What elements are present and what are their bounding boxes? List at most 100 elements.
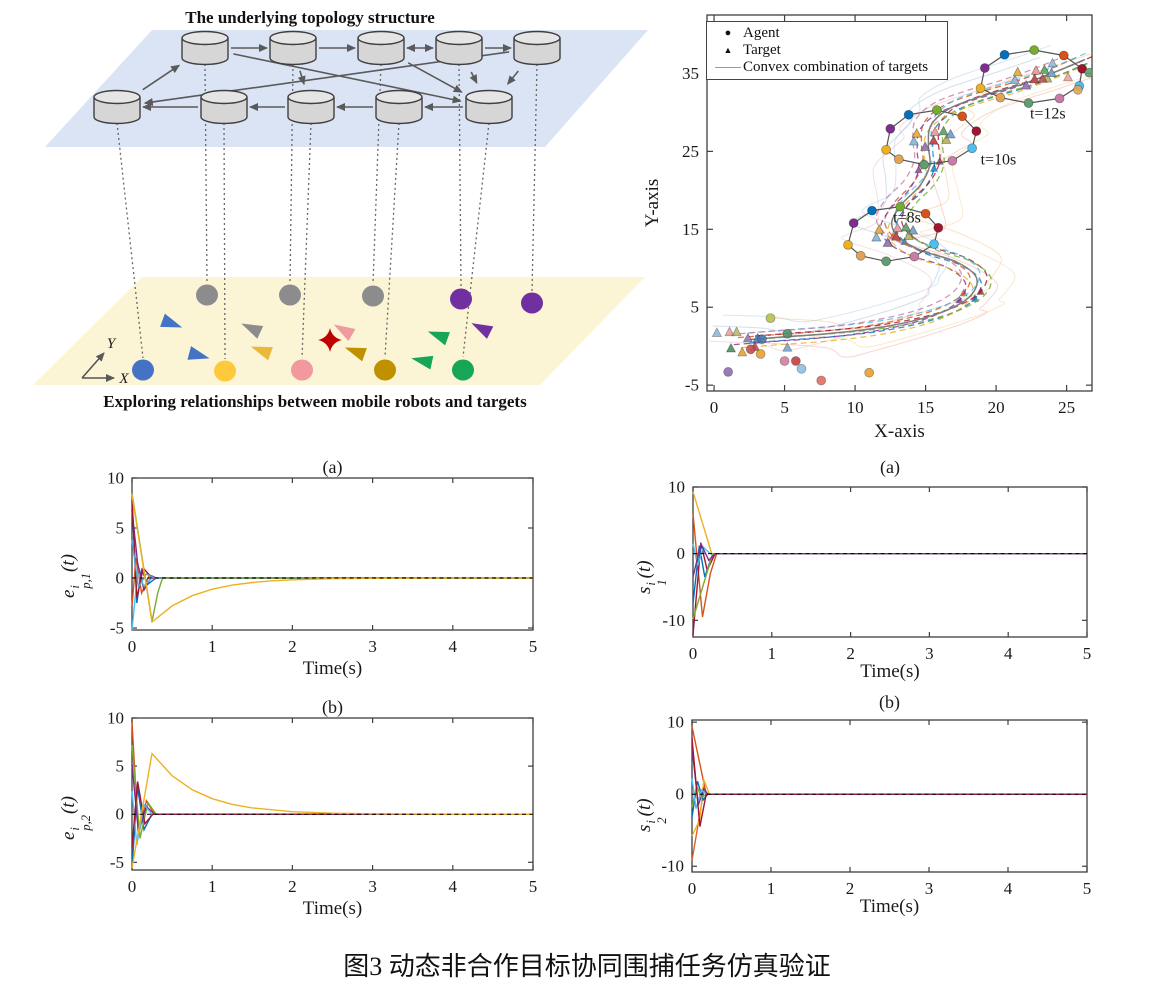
target-cone [333, 324, 356, 342]
start-agent-marker [765, 313, 776, 324]
y-tick-label: -5 [685, 376, 699, 395]
x-tick-label: 1 [767, 879, 776, 898]
legend-row-target: ▲ Target [713, 42, 943, 59]
network-node [435, 30, 483, 66]
y-tick-label: -10 [662, 611, 685, 630]
path-target-marker [976, 286, 985, 295]
start-agent-marker [790, 356, 801, 366]
topology-edge [469, 71, 478, 84]
x-tick-label: 15 [917, 398, 934, 417]
plot-title: (b) [322, 700, 343, 718]
y-tick-label: 0 [676, 785, 685, 804]
series-line [691, 726, 1087, 795]
robot-marker [521, 292, 543, 314]
series-line [131, 492, 533, 622]
start-target-marker [725, 342, 737, 353]
axes-box [691, 719, 1088, 873]
x-tick-label: 3 [368, 877, 377, 896]
target-cone [427, 331, 450, 346]
robot-marker [214, 360, 236, 382]
agent-marker [1023, 98, 1034, 108]
series-line [131, 764, 533, 832]
x-tick-label: 5 [1083, 644, 1092, 663]
y-tick-label: 0 [116, 569, 125, 588]
topology-diagram: XY [33, 30, 648, 387]
series-line [131, 752, 533, 869]
robot-marker [196, 284, 218, 306]
cylinder-top [287, 89, 335, 105]
x-axis-label: Time(s) [303, 658, 362, 679]
network-node [465, 89, 513, 125]
trajectory-trail [707, 73, 1031, 351]
y-tick-label: 0 [116, 805, 125, 824]
agent-marker [933, 222, 944, 233]
cylinder-body [200, 97, 248, 125]
agent-marker [920, 208, 931, 219]
agent-marker [1077, 63, 1088, 74]
start-target-marker [742, 332, 754, 343]
target-marker [871, 231, 882, 242]
target-cone [411, 355, 434, 370]
topology-edge [233, 53, 462, 104]
topology-caption: Exploring relationships between mobile r… [103, 392, 527, 411]
x-tick-label: 3 [925, 879, 934, 898]
series-line [131, 781, 533, 848]
robot-marker [450, 288, 472, 310]
drop-line [223, 122, 226, 360]
network-node [375, 89, 423, 125]
legend-row-convex: Convex combination of targets [713, 59, 943, 76]
robot-marker [132, 359, 154, 381]
agent-marker [967, 143, 978, 154]
start-agent-marker [723, 367, 734, 377]
series-line [131, 499, 533, 599]
y-axis-arrow [81, 352, 105, 379]
legend-row-agent: ● Agent [713, 25, 943, 42]
series-line [692, 542, 1087, 636]
x-tick-label: 2 [288, 877, 297, 896]
plot-title: (b) [879, 695, 900, 713]
y-tick-label: -5 [110, 619, 124, 638]
x-tick-label: 0 [710, 398, 719, 417]
start-agent-marker [796, 363, 807, 374]
start-agent-marker [779, 356, 790, 366]
series-line [692, 541, 1087, 578]
ylabel-ep1: e i p,1 (t) [58, 554, 94, 598]
topology-edge [142, 64, 181, 91]
agent-marker [903, 109, 914, 120]
figure-caption: 图3 动态非合作目标协同围捕任务仿真验证 [343, 952, 831, 981]
series-line [691, 783, 1087, 808]
x-tick-label: 5 [780, 398, 789, 417]
x-axis-label: Time(s) [860, 896, 919, 917]
ylabel-ep2: e i p,2 (t) [58, 796, 94, 840]
y-tick-label: 10 [107, 469, 124, 488]
agent-marker [843, 239, 853, 250]
cylinder-body [93, 97, 141, 125]
target-marker [1012, 66, 1023, 77]
x-tick-label: 2 [846, 879, 855, 898]
target-marker [911, 127, 922, 138]
trajectory-dashed [747, 51, 1089, 334]
cylinder-body [513, 38, 561, 66]
trajectory-dashed [754, 56, 1092, 337]
axes-box [131, 717, 534, 871]
trajectory-trail [712, 57, 1040, 335]
x-tick-label: 5 [529, 877, 538, 896]
y-tick-label: 10 [107, 709, 124, 728]
end-agent-marker [1072, 84, 1083, 95]
target-cone [187, 346, 210, 360]
x-tick-label: 4 [449, 637, 458, 656]
target-marker [874, 223, 885, 234]
target-marker [903, 230, 914, 240]
annotation-label: t=12s [1030, 106, 1066, 123]
trajectory-data-layer [707, 44, 1092, 386]
start-agent-marker [864, 367, 875, 378]
target-marker [882, 237, 893, 247]
network-node [200, 89, 248, 125]
trajectory-dashed [759, 60, 1092, 340]
drop-line [301, 122, 312, 359]
target-marker-icon: ▲ [723, 45, 733, 55]
trajectory-trail [773, 53, 1092, 330]
start-target-marker [731, 326, 742, 337]
agent-marker [893, 154, 904, 165]
start-target-marker [782, 341, 793, 352]
